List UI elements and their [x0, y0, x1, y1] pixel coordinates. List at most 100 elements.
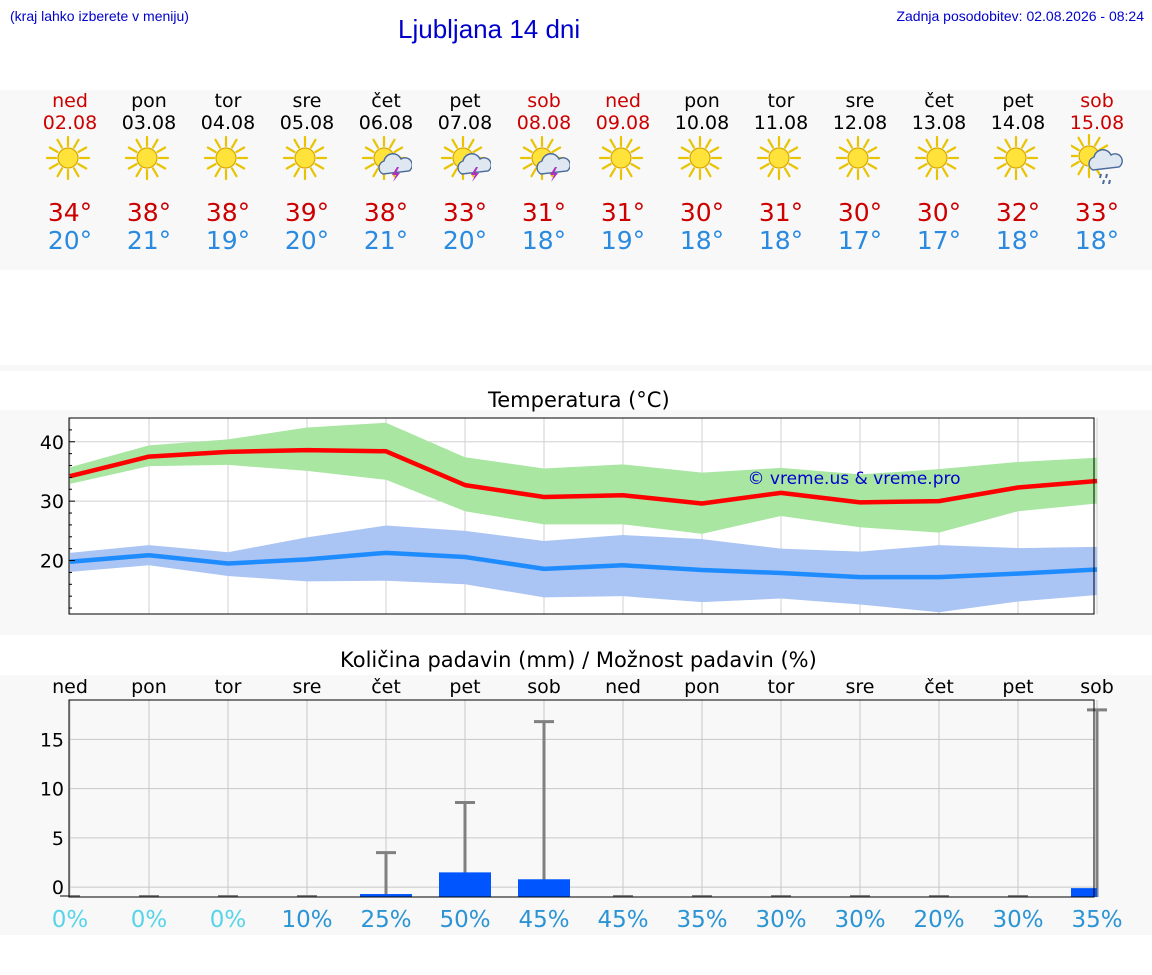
divider: [0, 365, 1152, 371]
cloud-icon: [536, 153, 570, 175]
day-date: 13.08: [911, 112, 967, 134]
day-name: pet: [449, 90, 481, 112]
sun-icon: [282, 135, 328, 181]
forecast-strip: ned 02.08 34° 20° pon 03.08 38° 21° tor …: [0, 90, 1152, 270]
y-tick-label: 10: [40, 779, 64, 801]
precipitation-chart-title: Količina padavin (mm) / Možnost padavin …: [340, 648, 817, 672]
day-name: pon: [684, 90, 720, 112]
y-tick-label: 40: [40, 432, 64, 454]
min-temp: 20°: [47, 226, 93, 255]
day-column: sre 05.08 39° 20°: [267, 90, 347, 255]
day-date: 08.08: [516, 112, 572, 134]
max-temp: 38°: [363, 198, 409, 227]
sun-icon: [993, 135, 1039, 181]
x-tick-label: pet: [1002, 676, 1033, 698]
day-column: čet 13.08 30° 17°: [899, 90, 979, 255]
day-column: ned 09.08 31° 19°: [583, 90, 663, 255]
sun-rain-icon: [1071, 134, 1123, 184]
day-date: 07.08: [437, 112, 493, 134]
precipitation-chart: ned pon tor sre čet pet sob ned pon tor sre čet pet s…: [40, 676, 1123, 933]
sun-icon: [756, 135, 802, 181]
day-name: tor: [214, 90, 242, 112]
day-column: tor 11.08 31° 18°: [741, 90, 821, 255]
precipitation-probability: 35%: [676, 907, 727, 933]
precipitation-probability: 25%: [360, 907, 411, 933]
max-temp: 30°: [916, 198, 962, 227]
x-tick-label: tor: [768, 676, 795, 698]
temperature-chart-title: Temperatura (°C): [488, 388, 670, 412]
sun-icon: [914, 135, 960, 181]
max-temp: 31°: [758, 198, 804, 227]
max-temp: 30°: [679, 198, 725, 227]
day-name: ned: [605, 90, 641, 112]
x-tick-label: sob: [527, 676, 561, 698]
max-temp: 30°: [837, 198, 883, 227]
last-update: Zadnja posodobitev: 02.08.2026 - 08:24: [896, 8, 1144, 24]
max-temp: 33°: [1074, 198, 1120, 227]
x-tick-label: pet: [449, 676, 480, 698]
day-column: sob 08.08 31° 18°: [504, 90, 584, 255]
sun-icon: [124, 135, 170, 181]
plot-frame: [68, 417, 1095, 615]
precipitation-probability: 0%: [52, 907, 89, 933]
lightning-icon: [471, 167, 479, 182]
day-date: 02.08: [42, 112, 98, 134]
sun-icon: [203, 135, 249, 181]
day-column: sre 12.08 30° 17°: [820, 90, 900, 255]
lightning-icon: [550, 167, 558, 182]
min-temp: 18°: [679, 226, 725, 255]
max-temp: 33°: [442, 198, 488, 227]
y-tick-label: 20: [40, 551, 64, 573]
day-name: pet: [1002, 90, 1034, 112]
day-column: sob 15.08 33° 18°: [1057, 90, 1137, 255]
max-temp: 31°: [600, 198, 646, 227]
day-date: 04.08: [200, 112, 256, 134]
y-tick-label: 0: [52, 877, 64, 899]
day-date: 14.08: [990, 112, 1046, 134]
day-name: sre: [845, 90, 875, 112]
rain-drops-icon: [1099, 173, 1111, 184]
min-temp: 20°: [442, 226, 488, 255]
precipitation-bar: [1071, 888, 1097, 897]
min-temperature-line: [69, 550, 1098, 580]
precipitation-probability: 45%: [597, 907, 648, 933]
precipitation-whisker: [376, 851, 396, 898]
min-temp: 20°: [284, 226, 330, 255]
min-temp: 18°: [758, 226, 804, 255]
max-temp: 32°: [995, 198, 1041, 227]
precipitation-whisker: [1087, 708, 1107, 898]
sun-icon: [756, 135, 802, 181]
sun-icon: [598, 135, 644, 181]
max-temp: 39°: [284, 198, 330, 227]
location-hint: (kraj lahko izberete v meniju): [10, 8, 189, 24]
sun-icon: [124, 135, 170, 181]
sun-icon: [598, 135, 644, 181]
x-tick-label: sre: [293, 676, 322, 698]
day-name: ned: [52, 90, 88, 112]
day-name: tor: [767, 90, 795, 112]
precipitation-probability: 10%: [281, 907, 332, 933]
cloud-icon: [1088, 149, 1123, 171]
sun-icon: [45, 135, 91, 181]
min-temp: 18°: [521, 226, 567, 255]
day-column: čet 06.08 38° 21°: [346, 90, 426, 255]
day-column: pet 14.08 32° 18°: [978, 90, 1058, 255]
max-temp: 38°: [205, 198, 251, 227]
y-tick-label: 5: [52, 828, 64, 850]
min-temp: 18°: [995, 226, 1041, 255]
y-tick-label: 30: [40, 491, 64, 513]
x-tick-label: ned: [605, 676, 641, 698]
precipitation-probability: 50%: [439, 907, 490, 933]
day-date: 15.08: [1069, 112, 1125, 134]
precipitation-probability: 30%: [992, 907, 1043, 933]
sun-thunder-icon: [361, 135, 412, 182]
sun-icon: [45, 135, 91, 181]
day-name: čet: [371, 90, 401, 112]
x-tick-label: ned: [52, 676, 88, 698]
x-tick-label: sob: [1080, 676, 1114, 698]
min-temp: 17°: [837, 226, 883, 255]
precipitation-probability: 35%: [1071, 907, 1122, 933]
plot-frame: [68, 699, 1095, 898]
day-column: ned 02.08 34° 20°: [30, 90, 110, 255]
x-tick-label: čet: [371, 676, 401, 698]
